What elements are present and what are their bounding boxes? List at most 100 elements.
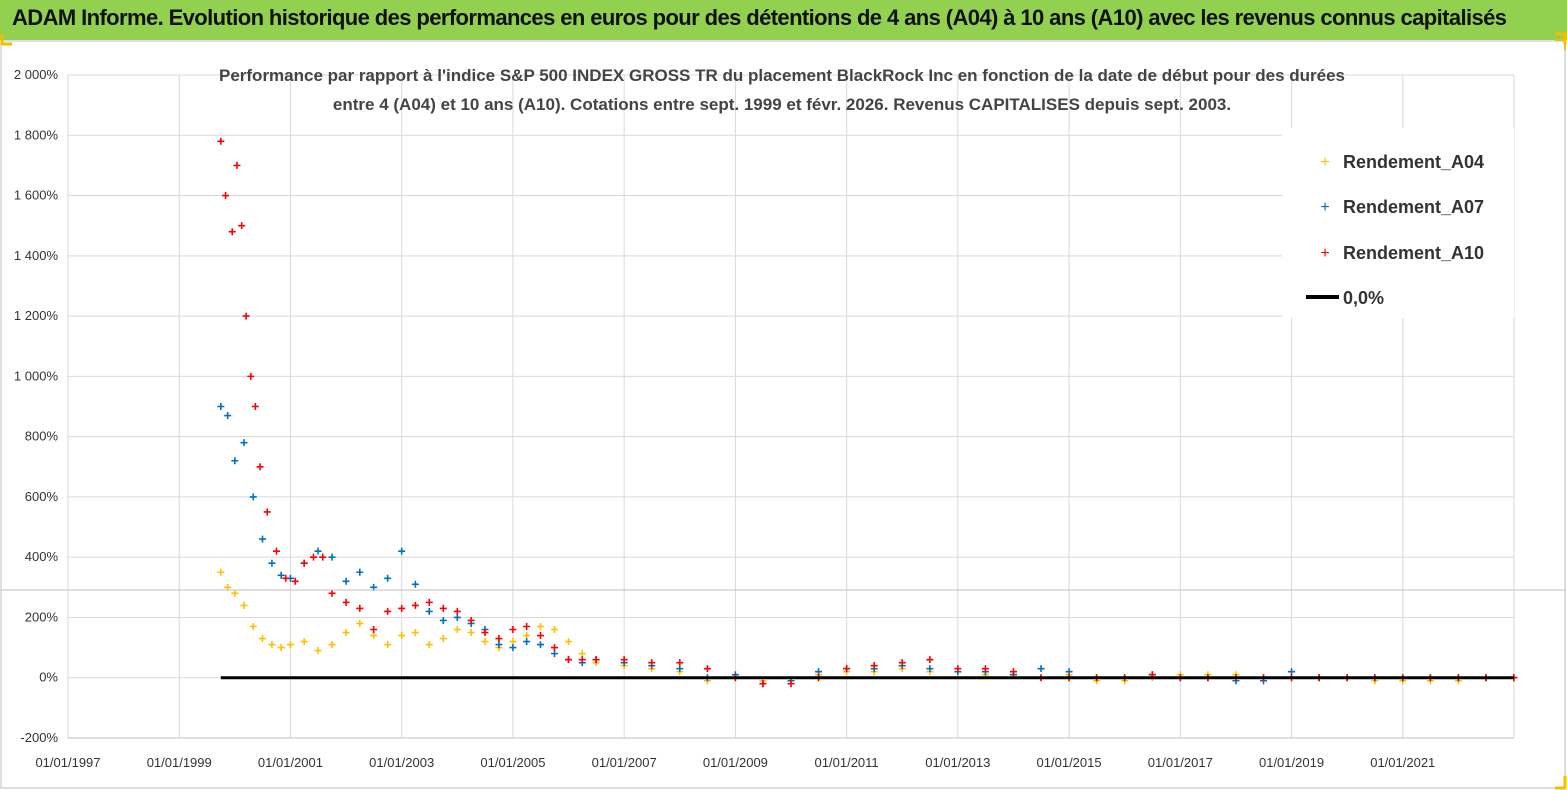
y-tick-label: 800% [25, 429, 59, 444]
data-point [328, 589, 336, 597]
data-point [240, 601, 248, 609]
data-point [370, 626, 378, 634]
data-point [291, 577, 299, 585]
data-point [898, 659, 906, 667]
data-point [242, 312, 250, 320]
data-point [453, 626, 461, 634]
data-point [231, 457, 239, 465]
data-point [356, 568, 364, 576]
data-point [314, 547, 322, 555]
y-tick-label: 1 200% [14, 308, 59, 323]
data-point [384, 574, 392, 582]
data-point [233, 161, 241, 169]
data-point [453, 607, 461, 615]
data-point [259, 535, 267, 543]
data-point [551, 650, 559, 658]
data-point [495, 641, 503, 649]
data-point [240, 439, 248, 447]
legend-marker-a10: + [1320, 245, 1329, 262]
data-point [467, 629, 475, 637]
data-point [1065, 668, 1073, 676]
data-point [272, 547, 280, 555]
y-tick-label: 2 000% [14, 67, 59, 82]
x-tick-label: 01/01/2021 [1370, 755, 1435, 770]
x-axis-ticks: 01/01/1997 01/01/1999 01/01/2001 01/01/2003… [35, 755, 1435, 770]
legend-marker-a04: + [1320, 154, 1329, 171]
x-tick-label: 01/01/2017 [1148, 755, 1213, 770]
data-point [648, 659, 656, 667]
data-point [815, 668, 823, 676]
x-tick-label: 01/01/2009 [703, 755, 768, 770]
data-point [565, 656, 573, 664]
legend: + Rendement_A04 + Rendement_A07 + Rendem… [1282, 128, 1514, 318]
data-point [314, 647, 322, 655]
data-point [926, 665, 934, 673]
legend-label-a04: Rendement_A04 [1343, 152, 1484, 172]
header-bar: ADAM Informe. Evolution historique des p… [0, 0, 1567, 40]
data-point [537, 632, 545, 640]
header-title: ADAM Informe. Evolution historique des p… [12, 5, 1507, 30]
x-tick-label: 01/01/2007 [592, 755, 657, 770]
data-point [342, 629, 350, 637]
data-point [620, 656, 628, 664]
data-point [398, 547, 406, 555]
data-point [439, 635, 447, 643]
data-point [425, 641, 433, 649]
data-point [495, 635, 503, 643]
y-tick-label: 200% [25, 609, 59, 624]
data-point [411, 629, 419, 637]
data-point [509, 626, 517, 634]
y-tick-label: 1 000% [14, 368, 59, 383]
data-point [481, 629, 489, 637]
x-tick-label: 01/01/2015 [1037, 755, 1102, 770]
data-point [228, 228, 236, 236]
data-point [222, 192, 230, 200]
data-point [759, 680, 767, 688]
y-tick-label: 1 600% [14, 188, 59, 203]
y-tick-label: -200% [20, 730, 58, 745]
data-point [954, 665, 962, 673]
y-tick-label: 600% [25, 489, 59, 504]
data-point [537, 622, 545, 630]
x-tick-label: 01/01/2001 [258, 755, 323, 770]
data-point [217, 568, 225, 576]
legend-box [1282, 128, 1514, 318]
data-point [263, 508, 271, 516]
x-tick-label: 01/01/1999 [147, 755, 212, 770]
data-point [328, 641, 336, 649]
data-point [870, 662, 878, 670]
data-point [277, 644, 285, 652]
data-point [787, 680, 795, 688]
legend-label-zero: 0,0% [1343, 288, 1384, 308]
data-point [300, 638, 308, 646]
data-point [523, 622, 531, 630]
y-tick-label: 1 800% [14, 127, 59, 142]
x-tick-label: 01/01/2003 [369, 755, 434, 770]
x-tick-label: 01/01/2005 [480, 755, 545, 770]
data-point [398, 604, 406, 612]
data-point [411, 601, 419, 609]
data-point [256, 463, 264, 471]
legend-label-a10: Rendement_A10 [1343, 243, 1484, 263]
data-point [247, 372, 255, 380]
data-point [384, 641, 392, 649]
y-axis-ticks: -200% 0% 200% 400% 600% 800% 1 000% 1 200% 1 400… [14, 67, 59, 745]
data-point [282, 574, 290, 582]
data-point [268, 559, 276, 567]
data-point [439, 604, 447, 612]
data-point [425, 598, 433, 606]
data-point [676, 665, 684, 673]
data-point [268, 641, 276, 649]
data-point [592, 656, 600, 664]
data-point [843, 665, 851, 673]
data-point [551, 626, 559, 634]
y-tick-label: 400% [25, 549, 59, 564]
x-tick-label: 01/01/2013 [925, 755, 990, 770]
data-point [286, 641, 294, 649]
data-point [509, 638, 517, 646]
data-point [342, 577, 350, 585]
legend-marker-a07: + [1320, 199, 1329, 216]
chart-title-line1: Performance par rapport à l'indice S&P 5… [219, 66, 1345, 85]
y-tick-label: 0% [39, 670, 58, 685]
